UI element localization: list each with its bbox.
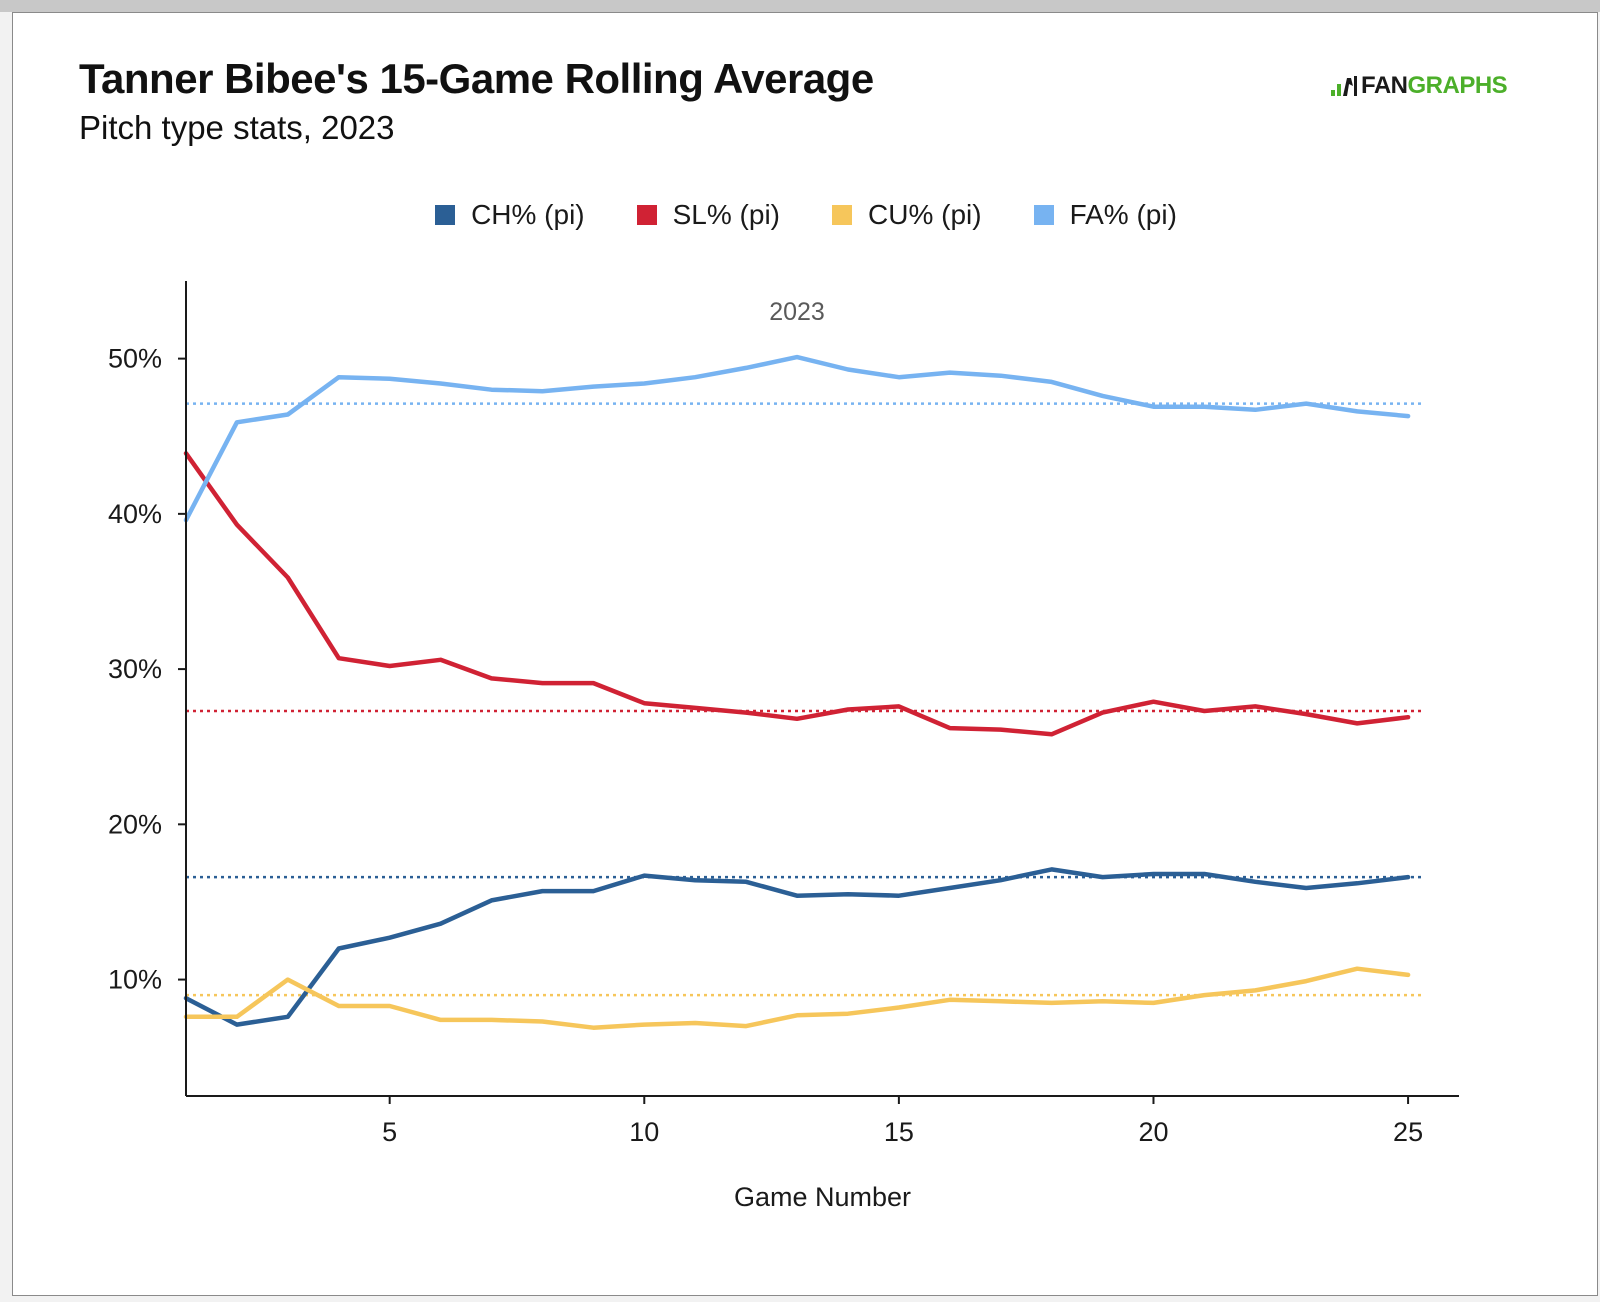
- x-tick-label: 5: [382, 1117, 397, 1147]
- logo-text-fan: FAN: [1361, 72, 1408, 99]
- legend-item-cu[interactable]: CU% (pi): [832, 199, 982, 231]
- legend-label-sl: SL% (pi): [672, 199, 780, 230]
- x-tick-label: 15: [884, 1117, 914, 1147]
- legend-label-cu: CU% (pi): [868, 199, 982, 230]
- average-lines: [186, 402, 1423, 997]
- chart-subtitle: Pitch type stats, 2023: [79, 109, 395, 146]
- x-axis-label: Game Number: [734, 1182, 911, 1212]
- y-tick-label: 10%: [108, 965, 162, 995]
- series-lines: [183, 354, 1411, 1030]
- fangraphs-logo: FAN GRAPHS: [1329, 69, 1508, 103]
- legend-swatch-sl: [636, 205, 657, 225]
- line-chart: 10% 20% 30% 40% 50% 5 10 15 20 25 2023 Game Numb…: [108, 281, 1459, 1212]
- legend-item-ch[interactable]: CH% (pi): [435, 199, 585, 231]
- legend-label-ch: CH% (pi): [471, 199, 585, 230]
- y-ticks: 10% 20% 30% 40% 50%: [108, 344, 186, 995]
- series-line: [183, 867, 1411, 1027]
- y-tick-label: 20%: [108, 809, 162, 839]
- series-line: [183, 451, 1411, 737]
- chart-legend: CH% (pi) SL% (pi) CU% (pi) FA% (pi): [13, 199, 1599, 231]
- y-tick-label: 40%: [108, 499, 162, 529]
- y-tick-label: 30%: [108, 654, 162, 684]
- chart-annotation: 2023: [769, 298, 825, 326]
- series-line: [183, 966, 1411, 1030]
- legend-swatch-cu: [832, 205, 852, 225]
- legend-swatch-fa: [1033, 205, 1054, 225]
- legend-item-fa[interactable]: FA% (pi): [1033, 199, 1177, 231]
- legend-swatch-ch: [435, 205, 456, 225]
- legend-item-sl[interactable]: SL% (pi): [636, 199, 780, 231]
- chart-title: Tanner Bibee's 15-Game Rolling Average: [79, 55, 874, 102]
- chart-card: Tanner Bibee's 15-Game Rolling Average P…: [12, 12, 1598, 1296]
- y-tick-label: 50%: [108, 344, 162, 374]
- x-tick-label: 10: [629, 1117, 659, 1147]
- axes: [185, 281, 1459, 1097]
- legend-label-fa: FA% (pi): [1069, 199, 1177, 230]
- series-line: [183, 354, 1411, 523]
- window-top-bar: [0, 0, 1600, 12]
- x-tick-label: 25: [1393, 1117, 1423, 1147]
- x-ticks: 5 10 15 20 25: [382, 1096, 1423, 1147]
- fangraphs-logo-icon: [1331, 76, 1357, 96]
- logo-text-graphs: GRAPHS: [1407, 72, 1508, 99]
- x-tick-label: 20: [1138, 1117, 1168, 1147]
